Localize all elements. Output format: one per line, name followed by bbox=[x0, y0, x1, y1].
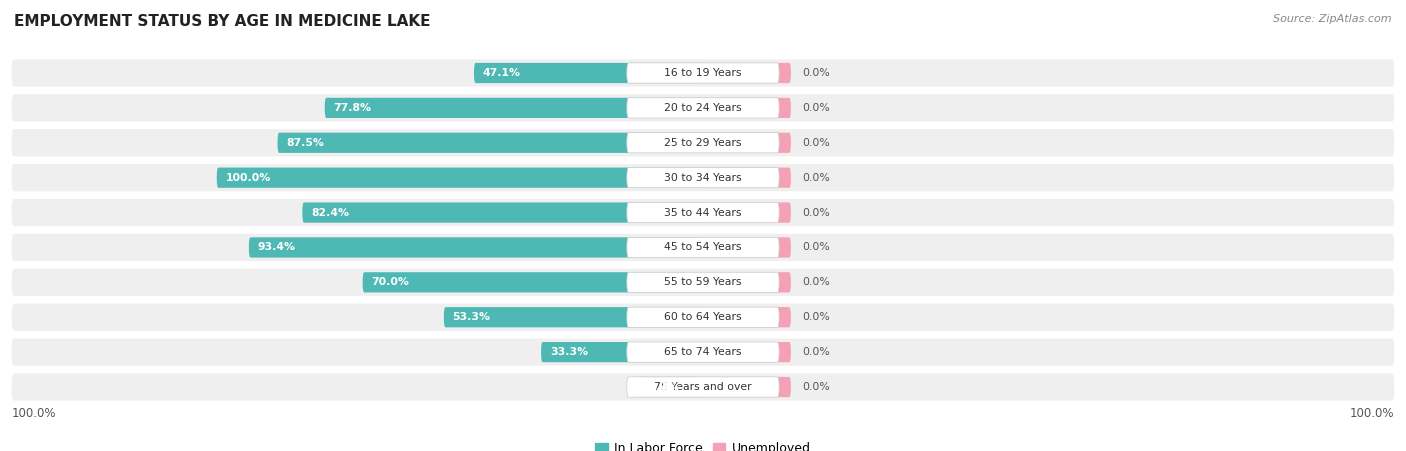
FancyBboxPatch shape bbox=[627, 342, 779, 362]
FancyBboxPatch shape bbox=[11, 129, 1395, 156]
Text: 100.0%: 100.0% bbox=[11, 407, 56, 420]
FancyBboxPatch shape bbox=[703, 342, 790, 362]
Text: 0.0%: 0.0% bbox=[803, 277, 831, 287]
Text: 30 to 34 Years: 30 to 34 Years bbox=[664, 173, 742, 183]
Text: 75 Years and over: 75 Years and over bbox=[654, 382, 752, 392]
FancyBboxPatch shape bbox=[627, 63, 779, 83]
FancyBboxPatch shape bbox=[11, 94, 1395, 121]
Text: 65 to 74 Years: 65 to 74 Years bbox=[664, 347, 742, 357]
Text: 25 to 29 Years: 25 to 29 Years bbox=[664, 138, 742, 148]
Text: 14.3%: 14.3% bbox=[643, 382, 681, 392]
FancyBboxPatch shape bbox=[703, 98, 790, 118]
FancyBboxPatch shape bbox=[703, 133, 790, 153]
FancyBboxPatch shape bbox=[627, 237, 779, 258]
FancyBboxPatch shape bbox=[11, 304, 1395, 331]
FancyBboxPatch shape bbox=[634, 377, 703, 397]
Text: 35 to 44 Years: 35 to 44 Years bbox=[664, 207, 742, 217]
FancyBboxPatch shape bbox=[217, 168, 703, 188]
FancyBboxPatch shape bbox=[703, 272, 790, 292]
FancyBboxPatch shape bbox=[627, 307, 779, 327]
Text: 70.0%: 70.0% bbox=[371, 277, 409, 287]
FancyBboxPatch shape bbox=[627, 202, 779, 223]
Text: 0.0%: 0.0% bbox=[803, 243, 831, 253]
Text: 55 to 59 Years: 55 to 59 Years bbox=[664, 277, 742, 287]
FancyBboxPatch shape bbox=[627, 377, 779, 397]
FancyBboxPatch shape bbox=[11, 373, 1395, 400]
Text: 60 to 64 Years: 60 to 64 Years bbox=[664, 312, 742, 322]
Text: 0.0%: 0.0% bbox=[803, 312, 831, 322]
Text: EMPLOYMENT STATUS BY AGE IN MEDICINE LAKE: EMPLOYMENT STATUS BY AGE IN MEDICINE LAK… bbox=[14, 14, 430, 28]
Text: 45 to 54 Years: 45 to 54 Years bbox=[664, 243, 742, 253]
Text: Source: ZipAtlas.com: Source: ZipAtlas.com bbox=[1274, 14, 1392, 23]
FancyBboxPatch shape bbox=[703, 307, 790, 327]
FancyBboxPatch shape bbox=[325, 98, 703, 118]
FancyBboxPatch shape bbox=[703, 168, 790, 188]
Text: 100.0%: 100.0% bbox=[1350, 407, 1395, 420]
Text: 93.4%: 93.4% bbox=[257, 243, 295, 253]
Text: 47.1%: 47.1% bbox=[482, 68, 520, 78]
FancyBboxPatch shape bbox=[11, 199, 1395, 226]
Text: 0.0%: 0.0% bbox=[803, 382, 831, 392]
FancyBboxPatch shape bbox=[627, 98, 779, 118]
Text: 0.0%: 0.0% bbox=[803, 138, 831, 148]
FancyBboxPatch shape bbox=[11, 269, 1395, 296]
Text: 82.4%: 82.4% bbox=[311, 207, 349, 217]
Legend: In Labor Force, Unemployed: In Labor Force, Unemployed bbox=[591, 437, 815, 451]
FancyBboxPatch shape bbox=[11, 60, 1395, 87]
Text: 0.0%: 0.0% bbox=[803, 173, 831, 183]
Text: 16 to 19 Years: 16 to 19 Years bbox=[664, 68, 742, 78]
FancyBboxPatch shape bbox=[277, 133, 703, 153]
Text: 0.0%: 0.0% bbox=[803, 103, 831, 113]
FancyBboxPatch shape bbox=[627, 133, 779, 153]
FancyBboxPatch shape bbox=[703, 377, 790, 397]
Text: 77.8%: 77.8% bbox=[333, 103, 371, 113]
Text: 20 to 24 Years: 20 to 24 Years bbox=[664, 103, 742, 113]
FancyBboxPatch shape bbox=[703, 202, 790, 223]
Text: 53.3%: 53.3% bbox=[453, 312, 491, 322]
FancyBboxPatch shape bbox=[703, 63, 790, 83]
FancyBboxPatch shape bbox=[541, 342, 703, 362]
FancyBboxPatch shape bbox=[627, 168, 779, 188]
FancyBboxPatch shape bbox=[11, 164, 1395, 191]
Text: 87.5%: 87.5% bbox=[287, 138, 325, 148]
FancyBboxPatch shape bbox=[302, 202, 703, 223]
Text: 0.0%: 0.0% bbox=[803, 68, 831, 78]
FancyBboxPatch shape bbox=[703, 237, 790, 258]
FancyBboxPatch shape bbox=[11, 234, 1395, 261]
Text: 100.0%: 100.0% bbox=[225, 173, 271, 183]
FancyBboxPatch shape bbox=[474, 63, 703, 83]
FancyBboxPatch shape bbox=[444, 307, 703, 327]
Text: 0.0%: 0.0% bbox=[803, 347, 831, 357]
FancyBboxPatch shape bbox=[249, 237, 703, 258]
FancyBboxPatch shape bbox=[363, 272, 703, 292]
FancyBboxPatch shape bbox=[11, 339, 1395, 366]
Text: 0.0%: 0.0% bbox=[803, 207, 831, 217]
FancyBboxPatch shape bbox=[627, 272, 779, 292]
Text: 33.3%: 33.3% bbox=[550, 347, 588, 357]
